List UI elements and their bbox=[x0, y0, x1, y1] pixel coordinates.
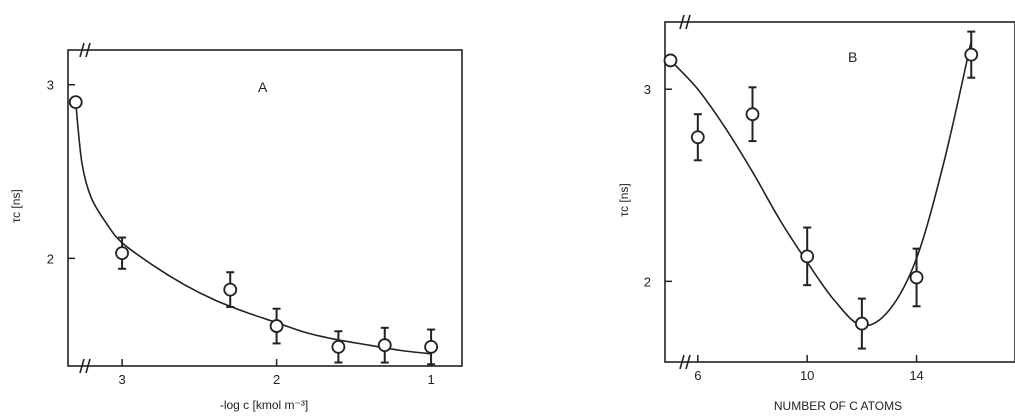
panel-b-xtick-label-1: 10 bbox=[800, 368, 814, 383]
panel-b-point-0 bbox=[663, 53, 678, 68]
panel-b-point-3 bbox=[800, 249, 815, 264]
panel-a-ylabel: τc [ns] bbox=[9, 189, 23, 222]
panel-a-xlabel: -log c [kmol m⁻³] bbox=[220, 398, 308, 412]
panel-b-frame bbox=[664, 21, 1015, 363]
panel-b-xtick-label-2: 14 bbox=[909, 368, 923, 383]
panel-a-title: A bbox=[258, 79, 268, 95]
panel-b-bottom-break bbox=[679, 354, 691, 370]
panel-a-point-6 bbox=[424, 340, 438, 354]
panel-a-xtick-label-0: 3 bbox=[118, 372, 125, 387]
panel-a-xtick-label-2: 1 bbox=[427, 372, 434, 387]
panel-a-point-5 bbox=[377, 338, 392, 353]
panel-a-frame bbox=[67, 49, 463, 367]
panel-b-point-6 bbox=[964, 47, 979, 62]
panel-b-point-2 bbox=[745, 107, 760, 122]
panel-a-ytick-label-0: 3 bbox=[47, 78, 54, 93]
panel-b-point-1 bbox=[690, 130, 705, 145]
panel-b-xlabel: NUMBER OF C ATOMS bbox=[774, 399, 902, 413]
panel-a-bottom-break bbox=[79, 358, 91, 374]
panel-b-top-break bbox=[679, 14, 691, 30]
panel-a: A -log c [kmol m⁻³] τc [ns] 3 2 1 3 2 bbox=[9, 42, 463, 412]
panel-a-xtick-label-1: 2 bbox=[273, 372, 280, 387]
panel-a-point-2 bbox=[223, 282, 238, 297]
panel-a-top-break bbox=[79, 42, 91, 58]
panel-b-ylabel: τc [ns] bbox=[617, 183, 631, 216]
panel-b-xtick-label-0: 6 bbox=[694, 368, 701, 383]
panel-a-point-0 bbox=[68, 95, 83, 109]
panel-a-point-1 bbox=[115, 246, 129, 261]
panel-a-point-4 bbox=[331, 340, 346, 354]
panel-b-point-5 bbox=[909, 270, 924, 285]
panel-b-point-4 bbox=[854, 316, 869, 331]
panel-a-ytick-label-1: 2 bbox=[47, 251, 54, 266]
panel-b-ytick-label-0: 3 bbox=[644, 82, 651, 97]
panel-b-ytick-label-1: 2 bbox=[644, 274, 651, 289]
panel-a-fit-curve bbox=[74, 102, 432, 355]
panel-a-point-3 bbox=[269, 319, 284, 333]
panel-b-fit-curve bbox=[669, 41, 973, 327]
panel-b: B NUMBER OF C ATOMS τc [ns] 6 10 14 3 2 bbox=[617, 14, 1015, 413]
panel-b-title: B bbox=[848, 49, 857, 65]
